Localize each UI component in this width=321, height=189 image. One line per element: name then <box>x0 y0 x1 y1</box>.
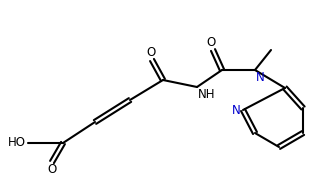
Text: O: O <box>48 163 56 176</box>
Text: HO: HO <box>8 136 26 149</box>
Text: NH: NH <box>198 88 215 101</box>
Text: N: N <box>232 104 241 116</box>
Text: O: O <box>206 36 216 49</box>
Text: N: N <box>256 71 265 84</box>
Text: O: O <box>146 46 156 59</box>
